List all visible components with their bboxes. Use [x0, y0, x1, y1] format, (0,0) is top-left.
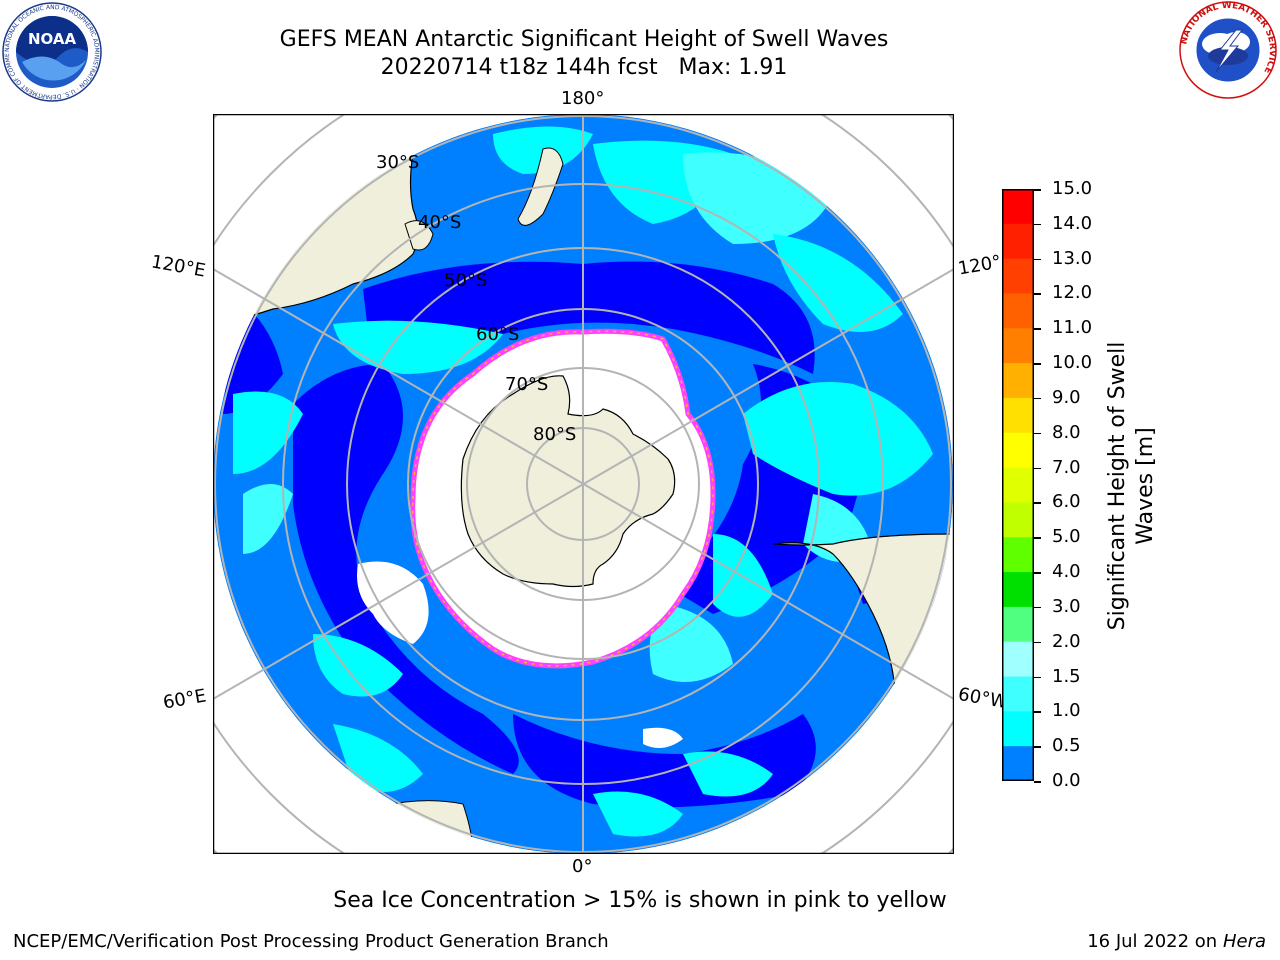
ocean-low-band-west [293, 364, 519, 774]
ocean-low-band-north [363, 261, 815, 374]
colorbar-tick-label: 5.0 [1052, 526, 1081, 548]
map-svg [213, 114, 954, 854]
colorbar-bin [1002, 258, 1034, 294]
colorbar-svg [1002, 189, 1034, 782]
colorbar-tick-mark [1034, 676, 1041, 679]
sea-ice-floe [357, 561, 429, 644]
colorbar-bin [1002, 363, 1034, 399]
colorbar-tick-mark [1034, 606, 1041, 609]
colorbar-tick-mark [1034, 432, 1041, 435]
colorbar-tick-label: 2.0 [1052, 630, 1081, 652]
colorbar-tick-label: 8.0 [1052, 421, 1081, 443]
noaa-logo-text: NOAA [28, 30, 77, 48]
colorbar-tick-label: 1.0 [1052, 700, 1081, 722]
colorbar-bin [1002, 572, 1034, 608]
colorbar-bin [1002, 293, 1034, 329]
colorbar-tick-mark [1034, 572, 1041, 574]
colorbar-tick-label: 10.0 [1052, 352, 1093, 374]
colorbar-tick-mark [1034, 293, 1041, 295]
colorbar-tick-mark [1034, 467, 1041, 470]
colorbar-bin [1002, 676, 1034, 712]
polar-map [213, 114, 954, 854]
colorbar-tick-label: 0.5 [1052, 735, 1081, 757]
lon-label-top: 180° [561, 88, 605, 109]
colorbar-tick-mark [1034, 223, 1041, 226]
footer-date-text: 16 Jul 2022 on [1087, 931, 1223, 952]
colorbar-bin [1002, 467, 1034, 503]
colorbar-tick-label: 12.0 [1052, 282, 1093, 304]
colorbar-tick-label: 4.0 [1052, 561, 1081, 583]
colorbar-tick-mark [1034, 363, 1041, 365]
lat-label-60s: 60°S [476, 324, 520, 345]
colorbar-label-line1: Significant Height of Swell [1105, 341, 1130, 631]
colorbar-tick-mark [1034, 711, 1041, 713]
colorbar-tick-label: 6.0 [1052, 491, 1081, 513]
colorbar-bin [1002, 537, 1034, 573]
colorbar-bin [1002, 502, 1034, 538]
colorbar-tick-label: 15.0 [1052, 178, 1093, 199]
colorbar-tick-mark [1034, 746, 1041, 748]
footer-credit: NCEP/EMC/Verification Post Processing Pr… [13, 931, 609, 952]
antarctica-land [460, 375, 676, 588]
colorbar-tick-mark [1034, 537, 1041, 539]
colorbar-tick-label: 1.5 [1052, 665, 1081, 687]
lon-label-right-upper: 120° [956, 251, 1003, 280]
colorbar-tick-mark [1034, 189, 1041, 191]
colorbar-bin [1002, 432, 1034, 469]
colorbar-bin [1002, 328, 1034, 364]
graticule [213, 114, 954, 854]
colorbar-bin [1002, 606, 1034, 643]
colorbar-bin [1002, 641, 1034, 678]
colorbar-tick-label: 11.0 [1052, 317, 1093, 339]
lat-label-40s: 40°S [418, 212, 462, 233]
colorbar-tick-mark [1034, 397, 1041, 400]
colorbar-label-line2: Waves [m] [1133, 427, 1158, 545]
nws-logo: NATIONAL WEATHER SERVICE [1176, 0, 1280, 100]
colorbar-bin [1002, 711, 1034, 747]
colorbar-tick-label: 3.0 [1052, 595, 1081, 617]
colorbar-tick-label: 9.0 [1052, 386, 1081, 408]
lat-label-30s: 30°S [376, 152, 420, 173]
lon-label-left-upper: 120°E [149, 251, 208, 282]
chart-title: GEFS MEAN Antarctic Significant Height o… [184, 26, 984, 82]
colorbar-bin [1002, 397, 1034, 434]
lon-label-bottom: 0° [572, 856, 593, 877]
colorbar-tick-label: 7.0 [1052, 456, 1081, 478]
colorbar-tick-mark [1034, 781, 1041, 783]
colorbar-tick-label: 14.0 [1052, 212, 1093, 234]
lat-label-80s: 80°S [533, 424, 577, 445]
colorbar-bin [1002, 223, 1034, 260]
map-border [213, 114, 954, 854]
lat-label-50s: 50°S [444, 270, 488, 291]
colorbar-bin [1002, 746, 1034, 782]
colorbar-tick-mark [1034, 258, 1041, 261]
colorbar-tick-label: 13.0 [1052, 247, 1093, 269]
colorbar-tick-label: 0.0 [1052, 770, 1081, 791]
colorbar-tick-mark [1034, 641, 1041, 644]
title-line-1: GEFS MEAN Antarctic Significant Height o… [279, 27, 889, 52]
colorbar [1002, 189, 1034, 782]
colorbar-label: Significant Height of Swell Waves [m] [1104, 336, 1160, 636]
colorbar-tick-mark [1034, 328, 1041, 330]
footer-date: 16 Jul 2022 on Hera [1087, 931, 1266, 952]
lat-label-70s: 70°S [505, 374, 549, 395]
title-line-2: 20220714 t18z 144h fcst Max: 1.91 [380, 55, 788, 80]
sea-ice-note: Sea Ice Concentration > 15% is shown in … [333, 888, 947, 913]
colorbar-border [1002, 189, 1034, 781]
noaa-logo: NOAA NATIONAL OCEANIC AND ATMOSPHERIC AD… [0, 0, 102, 102]
colorbar-bin [1002, 189, 1034, 225]
colorbar-tick-mark [1034, 502, 1041, 504]
lon-label-left-lower: 60°E [161, 685, 208, 714]
footer-host: Hera [1222, 931, 1266, 952]
